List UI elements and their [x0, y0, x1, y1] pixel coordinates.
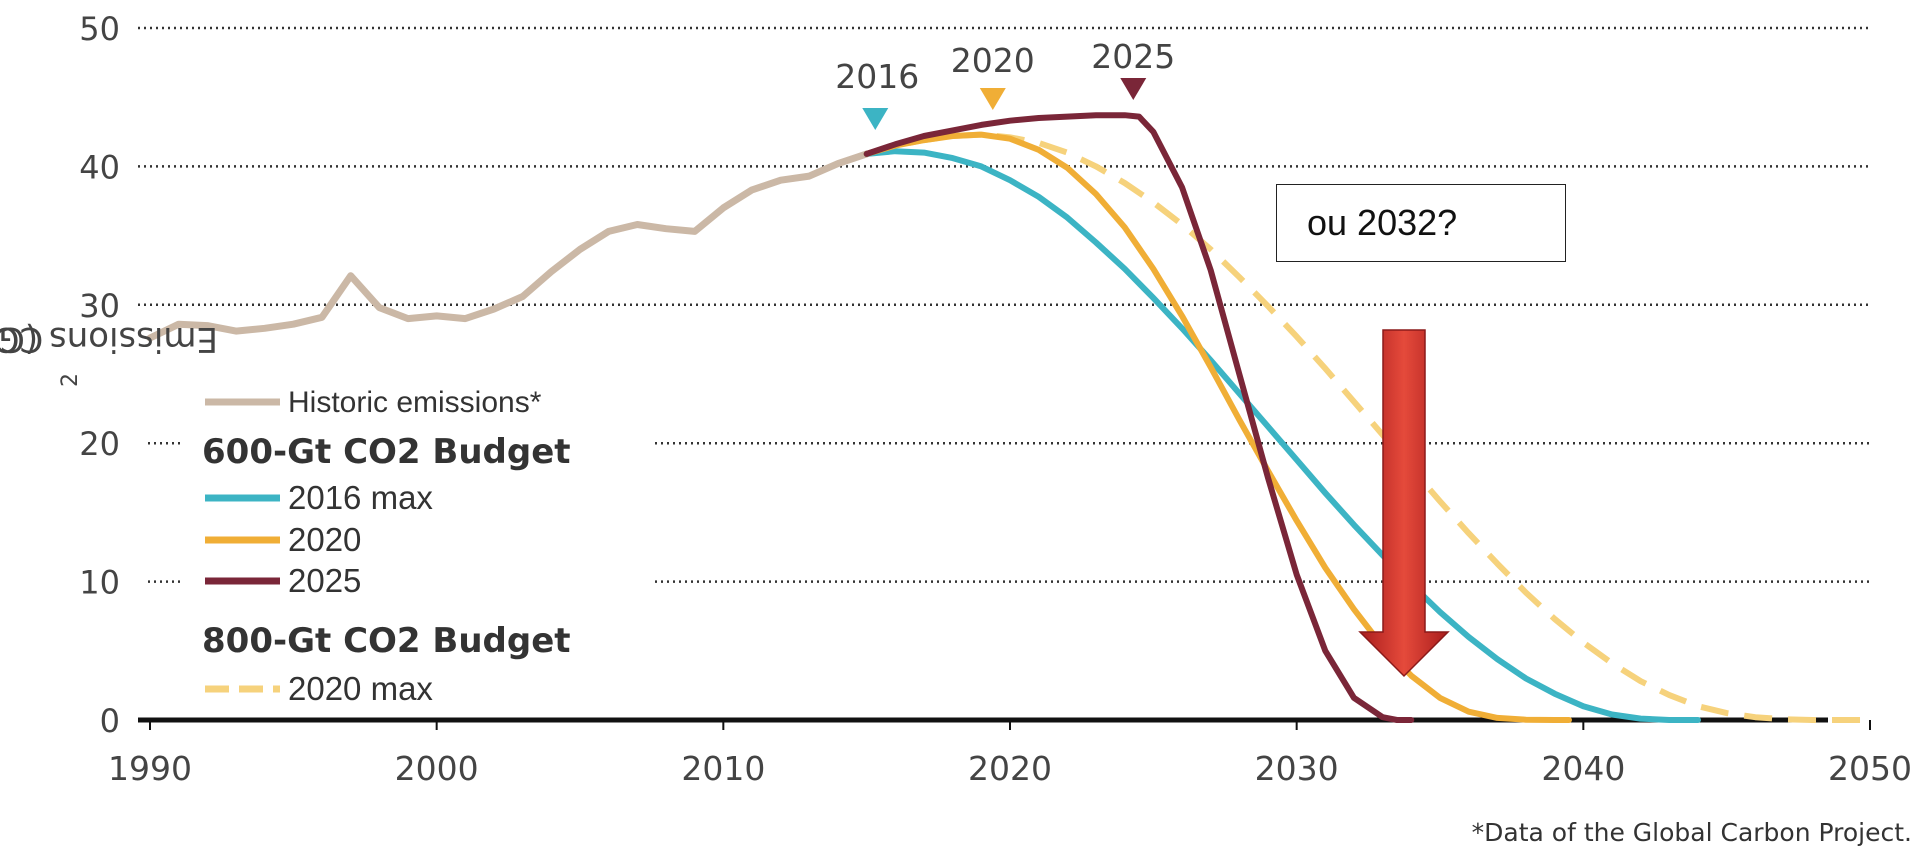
y-axis-title-sub: 2: [57, 373, 83, 387]
series-line-2016-max: [863, 148, 1701, 723]
x-tick-label: 2030: [1255, 749, 1339, 788]
legend-group-title: 800-Gt CO2 Budget: [202, 621, 571, 661]
series-lines: [146, 112, 1870, 723]
marker-triangle-icon: [1120, 78, 1147, 100]
series-line-2025: [863, 112, 1415, 723]
down-arrow: [1358, 329, 1450, 678]
y-tick-label: 30: [79, 287, 120, 325]
y-tick-label: 40: [79, 148, 120, 186]
footnote: *Data of the Global Carbon Project.: [1471, 818, 1912, 847]
legend-group-title: 600-Gt CO2 Budget: [202, 432, 571, 472]
callout-box: ou 2032?: [1276, 184, 1566, 262]
legend-label: Historic emissions*: [288, 386, 542, 419]
marker-triangle-icon: [979, 88, 1006, 110]
series-line-2020-max: [865, 131, 1870, 723]
y-tick-label: 10: [79, 564, 120, 602]
legend-label: 2020 max: [288, 670, 433, 707]
marker-triangle-icon: [862, 108, 889, 130]
x-tick-label: 2050: [1828, 749, 1912, 788]
marker-label: 2016: [835, 57, 919, 96]
legend: Historic emissions* 600-Gt CO2 Budget 2016…: [202, 386, 571, 707]
year-markers: 2016 2020 2025: [835, 37, 1175, 130]
y-tick-label: 0: [100, 702, 120, 740]
legend-label: 2016 max: [288, 479, 433, 516]
legend-label: 2025: [288, 562, 361, 599]
y-axis-title-rest: Emissions (Gt per year): [0, 319, 218, 359]
x-tick-label: 2010: [681, 749, 765, 788]
marker-label: 2020: [951, 41, 1035, 80]
legend-label: 2020: [288, 521, 361, 558]
x-tick-label: 2000: [395, 749, 479, 788]
x-tick-label: 2040: [1541, 749, 1625, 788]
down-arrow-icon: [1358, 329, 1450, 678]
grid-lines: 0 10 20 30 40 50: [79, 10, 1870, 740]
series-line-historic-emissions: [146, 150, 871, 342]
series-line-2020: [863, 131, 1572, 723]
x-axis: 1990 2000 2010 2020 2030 2040 2050: [108, 717, 1912, 788]
marker-label: 2025: [1091, 37, 1175, 76]
y-tick-label: 50: [79, 10, 120, 48]
callout-text: ou 2032?: [1307, 202, 1458, 243]
y-tick-label: 20: [79, 425, 120, 463]
x-tick-label: 2020: [968, 749, 1052, 788]
x-tick-label: 1990: [108, 749, 192, 788]
